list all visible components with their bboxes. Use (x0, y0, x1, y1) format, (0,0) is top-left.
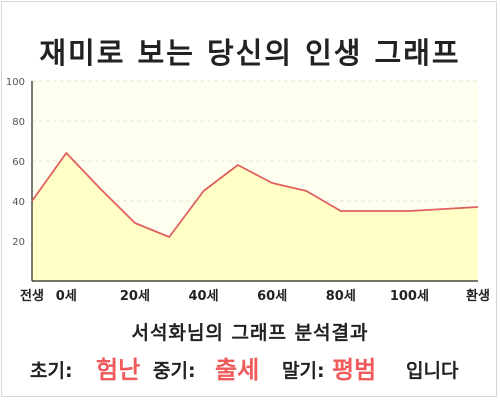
x-tick-label: 40세 (189, 289, 219, 304)
x-tick-label: 80세 (326, 289, 356, 304)
area-fill (32, 153, 478, 281)
result-subtitle: 서석화님의 그래프 분석결과 (131, 322, 369, 344)
x-tick-label: 60세 (257, 289, 287, 304)
mid-label: 중기: (153, 360, 196, 382)
mid-value: 출세 (215, 356, 260, 384)
x-tick-label: 환생 (466, 288, 490, 304)
early-value: 험난 (96, 356, 141, 384)
late-label: 말기: (282, 360, 325, 382)
result-line: 초기: 험난 중기: 출세 말기: 평범 입니다 (0, 346, 500, 386)
y-tick-label: 100 (6, 77, 25, 88)
x-tick-label: 20세 (120, 289, 150, 304)
y-tick-label: 40 (12, 197, 25, 208)
x-tick-label: 100세 (390, 289, 429, 304)
y-tick-label: 80 (12, 117, 25, 128)
x-tick-label: 0세 (56, 289, 77, 304)
x-tick-label: 전생 (20, 288, 44, 304)
late-value: 평범 (332, 356, 377, 384)
early-label: 초기: (30, 360, 73, 382)
page-title: 재미로 보는 당신의 인생 그래프 (39, 36, 461, 70)
series-line (31, 152, 479, 238)
result-suffix: 입니다 (406, 360, 459, 382)
y-tick-label: 20 (12, 237, 25, 248)
y-tick-label: 60 (12, 157, 25, 168)
